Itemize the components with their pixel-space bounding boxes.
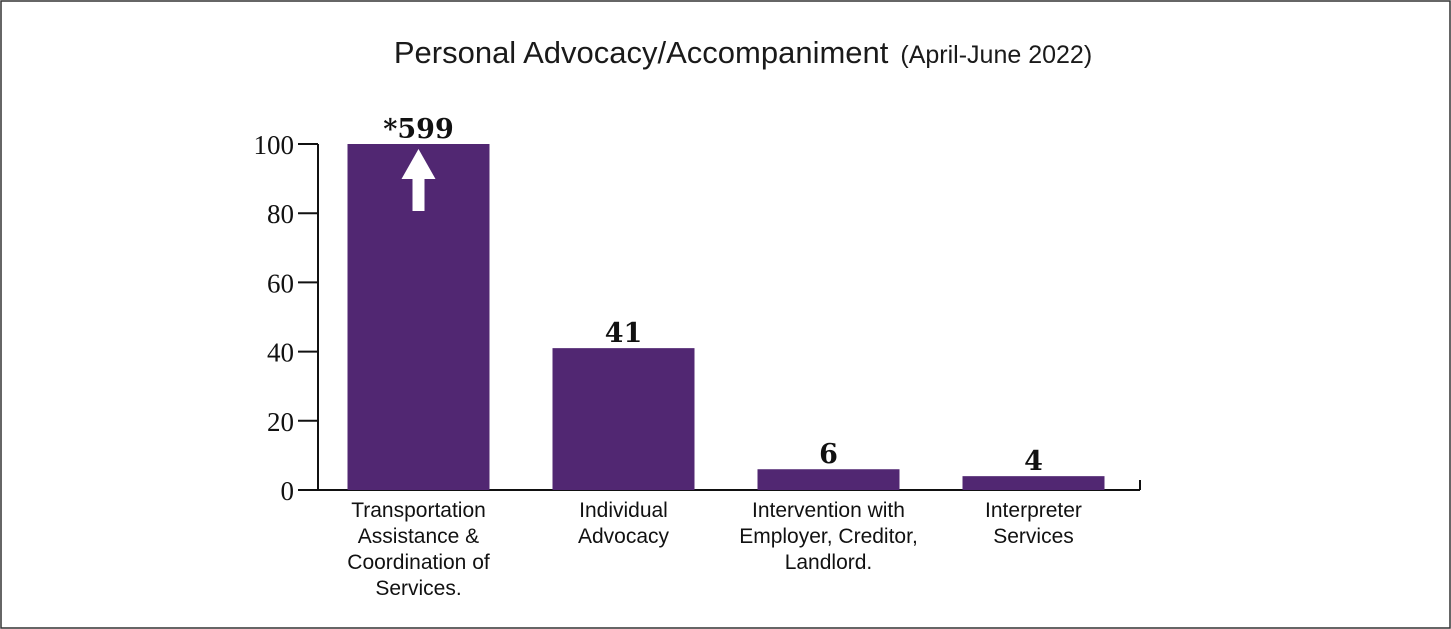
chart-title-group: Personal Advocacy/Accompaniment (April-J…: [394, 35, 1092, 70]
bar: [757, 469, 900, 490]
data-label: 4: [1024, 446, 1043, 477]
bar: [962, 476, 1105, 490]
chart-title: Personal Advocacy/Accompaniment: [394, 35, 889, 70]
x-tick-label: Intervention with Employer, Creditor, Land…: [739, 499, 918, 574]
data-labels: *599 41 6 4: [383, 114, 1043, 477]
y-tick-label: 100: [254, 130, 295, 160]
x-tick-label: Individual Advocacy: [578, 499, 670, 548]
x-tick-labels: Transportation Assistance & Coordination o…: [347, 499, 1082, 600]
y-tick-label: 60: [267, 268, 294, 298]
data-label: 6: [819, 439, 838, 470]
y-tick-label: 0: [281, 476, 295, 506]
x-tick-label: Transportation Assistance & Coordination o…: [347, 499, 490, 600]
y-tick-label: 20: [267, 407, 294, 437]
bar: [552, 348, 695, 490]
up-arrow-icon: [401, 149, 436, 211]
y-tick-label: 40: [267, 338, 294, 368]
data-label: 41: [605, 318, 643, 349]
x-tick-label: Interpreter Services: [985, 499, 1082, 548]
chart-subtitle: (April-June 2022): [900, 41, 1092, 69]
data-label: *599: [383, 114, 453, 145]
y-tick-label: 80: [267, 199, 294, 229]
bars: [347, 144, 1105, 490]
